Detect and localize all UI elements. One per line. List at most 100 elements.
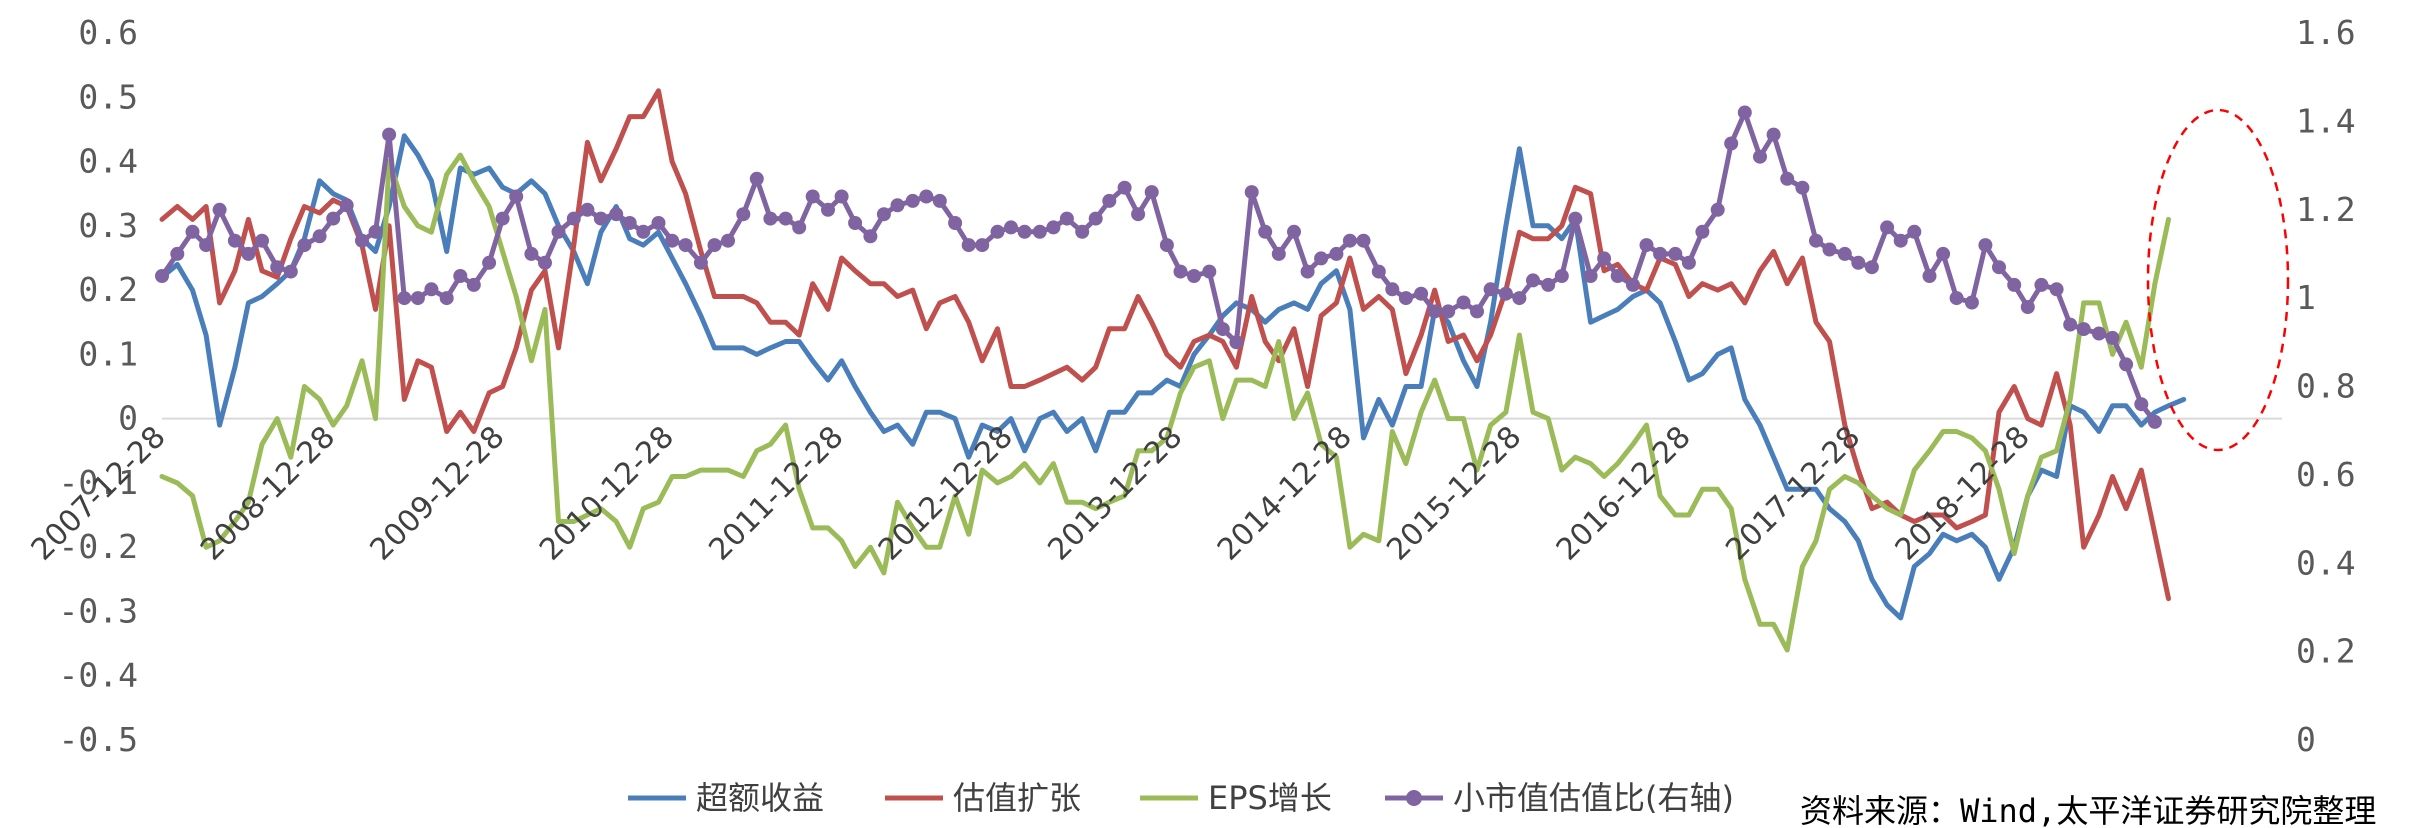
- series-marker: [763, 211, 778, 226]
- series-marker: [453, 269, 468, 283]
- series-marker: [2092, 326, 2106, 341]
- series-marker: [1724, 136, 1739, 151]
- series-marker: [636, 224, 651, 239]
- series-line-1: [159, 88, 2171, 602]
- series-marker: [792, 220, 807, 235]
- series-marker: [1922, 269, 1937, 283]
- left-tick-label: -0.4: [59, 656, 138, 695]
- series-marker: [2063, 317, 2078, 332]
- series-marker: [1795, 180, 1810, 195]
- series-marker: [1780, 171, 1795, 186]
- series-marker: [1597, 251, 1612, 266]
- series-marker: [1004, 220, 1018, 235]
- series-marker: [466, 277, 481, 292]
- series-marker: [312, 229, 327, 244]
- source-note: 资料来源：Wind,太平洋证券研究院整理: [1800, 792, 2376, 828]
- series-marker: [185, 224, 200, 239]
- left-tick-label: 0.4: [78, 142, 138, 181]
- series-marker: [355, 233, 369, 248]
- legend-label: 估值扩张: [953, 779, 1081, 817]
- series-marker: [622, 216, 637, 230]
- right-axis-ticks: 1.6 1.4 1.2 1 0.8 0.6 0.4 0.2 0: [2296, 13, 2356, 759]
- highlight-ellipse: [2146, 108, 2290, 452]
- series-marker: [1427, 304, 1442, 319]
- right-tick-label: 0.4: [2296, 543, 2356, 582]
- series-line-0: [159, 133, 2187, 621]
- series-marker: [1075, 224, 1090, 239]
- series-marker: [1822, 242, 1837, 257]
- series-marker: [1668, 246, 1683, 261]
- series-marker: [990, 224, 1005, 239]
- series-marker: [1964, 295, 1979, 310]
- series-marker: [1626, 277, 1640, 292]
- series-marker: [1131, 207, 1146, 222]
- left-tick-label: 0.3: [78, 206, 138, 245]
- series-marker: [283, 264, 298, 279]
- series-marker: [1992, 260, 2006, 275]
- left-tick-label: 0.6: [78, 13, 138, 52]
- series-marker: [170, 246, 185, 261]
- right-tick-label: 0.8: [2296, 367, 2356, 406]
- series-marker: [1498, 286, 1513, 301]
- series-marker: [382, 127, 397, 142]
- series-marker: [1441, 304, 1456, 319]
- series-marker: [241, 246, 256, 261]
- series-marker: [1456, 295, 1471, 310]
- series-line-2: [159, 152, 2171, 653]
- series-marker: [1398, 291, 1413, 306]
- x-tick-label: 2009-12-28: [364, 420, 512, 568]
- series-marker: [1187, 269, 1201, 283]
- series-marker: [1978, 238, 1993, 253]
- series-marker: [1159, 238, 1174, 253]
- right-tick-label: 1.6: [2296, 13, 2356, 52]
- series-marker: [1681, 255, 1696, 270]
- series-marker: [255, 233, 269, 248]
- right-tick-label: 0.6: [2296, 455, 2356, 494]
- series-marker: [805, 189, 820, 204]
- left-tick-label: 0: [118, 399, 138, 438]
- series-marker: [848, 216, 863, 230]
- series-marker: [1864, 260, 1879, 275]
- series-marker: [424, 282, 439, 297]
- left-tick-label: 0.5: [78, 77, 138, 116]
- series-marker: [1032, 224, 1047, 239]
- right-tick-label: 0: [2296, 720, 2316, 759]
- series-marker: [2049, 282, 2064, 297]
- series-marker: [1244, 185, 1259, 200]
- series-marker: [2105, 330, 2120, 345]
- series-marker: [551, 224, 566, 239]
- x-tick-label: 2014-12-28: [1211, 420, 1359, 568]
- series-marker: [2119, 357, 2134, 372]
- series-marker: [397, 291, 412, 306]
- series-marker: [1766, 127, 1781, 142]
- series-marker: [665, 233, 680, 248]
- series-marker: [1512, 291, 1527, 306]
- series-marker: [2134, 397, 2149, 412]
- series-marker: [1046, 220, 1061, 235]
- legend-label: EPS增长: [1208, 779, 1332, 817]
- series-marker: [1258, 224, 1273, 239]
- series-marker: [2034, 277, 2049, 292]
- x-tick-label: 2008-12-28: [194, 420, 342, 568]
- series-marker: [1526, 273, 1540, 288]
- series-marker: [212, 202, 227, 217]
- series-line-3: [159, 110, 2158, 425]
- series-marker: [1949, 291, 1964, 306]
- series-marker: [1554, 269, 1569, 283]
- right-tick-label: 1.2: [2296, 190, 2356, 229]
- series-marker: [1059, 211, 1074, 226]
- series-marker: [1639, 238, 1654, 253]
- series-marker: [368, 224, 383, 239]
- series-marker: [2076, 322, 2091, 337]
- series-marker: [905, 193, 920, 208]
- series-marker: [1541, 277, 1556, 292]
- series-marker: [1300, 264, 1315, 279]
- x-tick-label: 2017-12-28: [1719, 420, 1867, 568]
- series-marker: [876, 207, 891, 222]
- series-marker: [1017, 224, 1032, 239]
- series-marker: [1837, 246, 1852, 261]
- series-marker: [1470, 304, 1484, 319]
- series-marker: [1695, 224, 1710, 239]
- series-marker: [834, 189, 849, 204]
- series-marker: [2007, 277, 2022, 292]
